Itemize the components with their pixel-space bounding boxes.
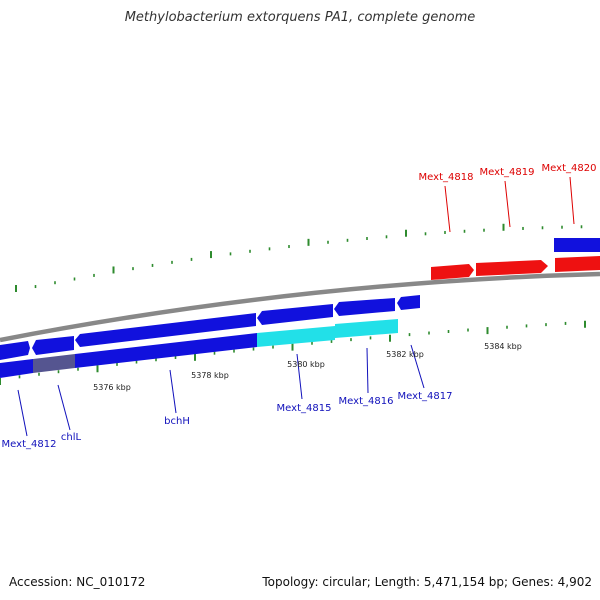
accession-label: Accession: NC_010172	[9, 575, 146, 589]
gene-mext-4820[interactable]	[555, 256, 600, 272]
genome-title: Methylobacterium extorquens PA1, complet…	[124, 10, 476, 25]
gene-reverse-e[interactable]	[334, 298, 395, 316]
gene-reverse-a[interactable]	[0, 341, 30, 360]
gene-label-mext-4820[interactable]: Mext_4820	[542, 163, 597, 174]
leader-mext-4815	[296, 353, 303, 400]
leader-mext-4812	[17, 389, 28, 437]
gene-forward-blue[interactable]	[554, 238, 600, 252]
gene-mext-4819[interactable]	[476, 260, 548, 276]
outer-tick-track	[15, 223, 583, 292]
gene-mext-4816[interactable]	[335, 319, 398, 338]
gene-label-mext-4819[interactable]: Mext_4819	[480, 167, 535, 178]
gene-mext-4818[interactable]	[431, 264, 474, 280]
leader-mext-4820	[569, 176, 575, 225]
gene-label-mext-4815[interactable]: Mext_4815	[277, 403, 332, 414]
scale-label-5378: 5378 kbp	[191, 371, 229, 380]
leader-mext-4817	[410, 344, 425, 389]
gene-mext-4815[interactable]	[257, 326, 335, 347]
genome-backbone	[0, 271, 600, 343]
leader-mext-4818	[444, 185, 451, 233]
gene-label-mext-4816[interactable]: Mext_4816	[339, 396, 394, 407]
gene-label-mext-4812[interactable]: Mext_4812	[2, 439, 57, 450]
gene-bchh[interactable]	[75, 333, 257, 368]
gene-label-bchh[interactable]: bchH	[164, 416, 190, 427]
gene-label-mext-4818[interactable]: Mext_4818	[419, 172, 474, 183]
scale-label-5384: 5384 kbp	[484, 342, 522, 351]
scale-label-5382: 5382 kbp	[386, 350, 424, 359]
leader-mext-4819	[504, 180, 511, 228]
gene-mext-4812[interactable]	[0, 359, 33, 378]
gene-reverse-b[interactable]	[32, 336, 74, 355]
gene-reverse-d[interactable]	[257, 304, 333, 325]
gene-reverse-f[interactable]	[397, 295, 420, 310]
gene-label-mext-4817[interactable]: Mext_4817	[398, 391, 453, 402]
gene-label-chll[interactable]: chlL	[61, 432, 82, 443]
gene-chll[interactable]	[33, 354, 75, 373]
scale-label-5380: 5380 kbp	[287, 360, 325, 369]
gene-reverse-c[interactable]	[75, 313, 256, 347]
leader-bchh	[169, 369, 177, 414]
genome-summary: Topology: circular; Length: 5,471,154 bp…	[262, 575, 592, 589]
leader-mext-4816	[366, 347, 369, 394]
inner-tick-track	[0, 320, 586, 385]
leader-chll	[57, 384, 71, 431]
scale-label-5376: 5376 kbp	[93, 383, 131, 392]
